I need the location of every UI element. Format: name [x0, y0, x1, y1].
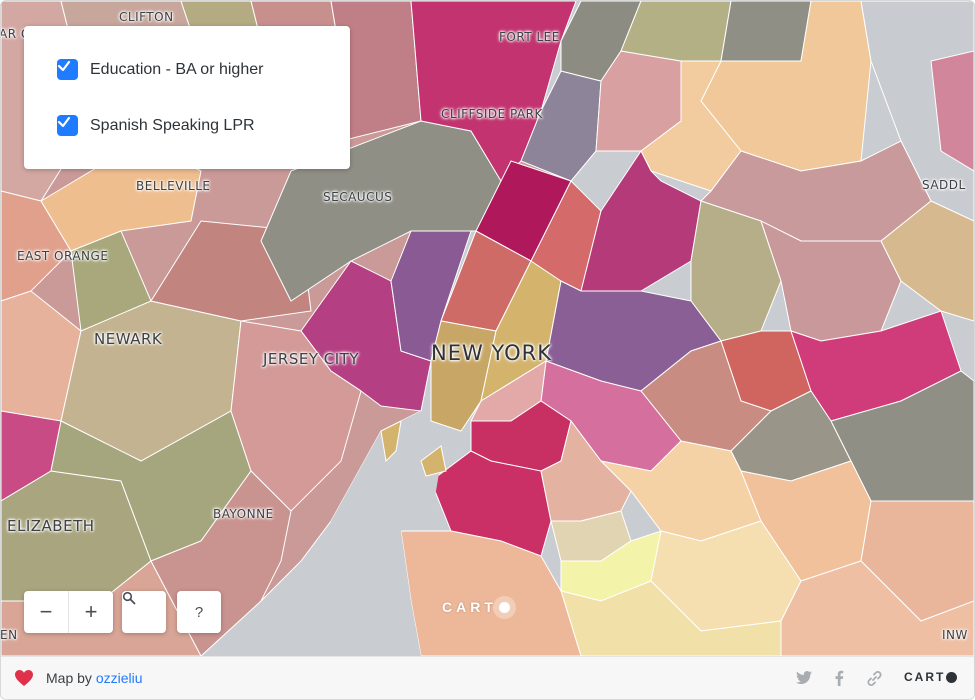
place-label-fort-lee: FORT LEE — [499, 30, 560, 44]
zoom-in-button[interactable]: + — [68, 591, 113, 633]
carto-logo[interactable]: CART — [904, 670, 958, 684]
choropleth-map[interactable]: CLIFTON AR C FORT LEE CLIFFSIDE PARK BEL… — [1, 1, 974, 656]
place-label-secaucus: SECAUCUS — [323, 190, 393, 204]
place-label-newark: NEWARK — [94, 330, 163, 348]
place-label-jersey-city: JERSEY CITY — [263, 350, 359, 368]
place-label-cropped-left: EN — [1, 628, 18, 642]
place-label-saddle: SADDL — [922, 178, 966, 192]
zoom-control: − + — [24, 591, 113, 633]
carto-logo-text: CART — [904, 670, 946, 684]
place-label-cropped-right: INW — [942, 628, 968, 642]
checkbox-checked-icon[interactable] — [57, 115, 78, 136]
help-button[interactable]: ? — [194, 603, 204, 621]
layer-label: Education - BA or higher — [90, 60, 264, 78]
carto-watermark: CART — [442, 599, 510, 615]
place-label-new-york: NEW YORK — [431, 341, 552, 365]
checkbox-checked-icon[interactable] — [57, 59, 78, 80]
heart-icon — [15, 670, 33, 686]
map-credit-prefix: Map by — [46, 670, 92, 686]
layer-toggle-education[interactable]: Education - BA or higher — [57, 59, 263, 80]
watermark-text: CART — [442, 599, 497, 615]
layer-label: Spanish Speaking LPR — [90, 116, 255, 134]
help-control: ? — [177, 591, 221, 633]
zoom-out-button[interactable]: − — [39, 599, 53, 624]
place-label-clifton: CLIFTON — [119, 10, 174, 24]
link-icon[interactable] — [866, 670, 883, 687]
carto-dot-icon — [498, 602, 510, 613]
layer-selector: Education - BA or higher Spanish Speakin… — [24, 26, 350, 169]
carto-logo-dot-icon — [946, 672, 958, 683]
map-regions — [1, 1, 974, 656]
twitter-icon[interactable] — [795, 670, 813, 686]
place-label-bayonne: BAYONNE — [213, 507, 274, 521]
author-link[interactable]: ozzieliu — [95, 670, 143, 686]
place-label-cropped: AR C — [1, 27, 30, 41]
search-icon — [122, 591, 136, 605]
place-label-elizabeth: ELIZABETH — [7, 517, 95, 535]
facebook-icon[interactable] — [834, 670, 844, 686]
layer-toggle-spanish-lpr[interactable]: Spanish Speaking LPR — [57, 115, 255, 136]
map-footer: Map by ozzieliu CART — [1, 656, 974, 699]
search-button[interactable] — [122, 591, 166, 633]
place-label-belleville: BELLEVILLE — [136, 179, 211, 193]
search-control — [122, 591, 166, 633]
map-credit: Map by ozzieliu — [46, 670, 143, 686]
place-label-cliffside-park: CLIFFSIDE PARK — [441, 107, 543, 121]
place-label-east-orange: EAST ORANGE — [17, 249, 109, 263]
